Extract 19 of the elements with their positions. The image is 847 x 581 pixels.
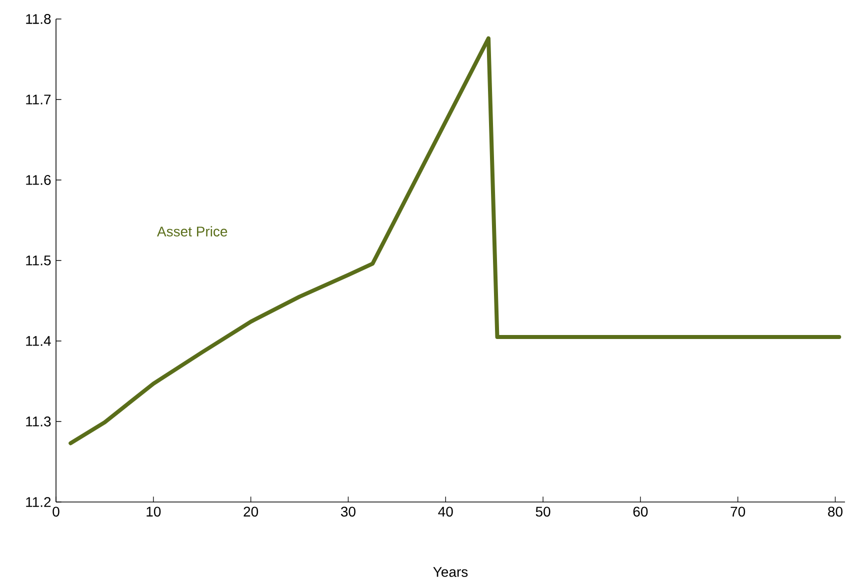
x-tick-label: 80	[828, 506, 842, 517]
x-tick-label: 50	[536, 506, 550, 517]
x-tick-label: 30	[340, 506, 356, 517]
y-tick-label: 11.7	[26, 94, 51, 104]
x-axis-title: Years	[433, 567, 468, 577]
y-tick-label: 11.4	[26, 336, 51, 346]
x-tick-label: 60	[633, 506, 648, 517]
y-tick-label: 11.6	[26, 175, 51, 185]
x-tick-label: 40	[438, 506, 453, 517]
y-tick-label: 11.2	[26, 497, 51, 507]
y-tick-label: 11.8	[26, 14, 51, 24]
y-tick-label: 11.5	[26, 256, 51, 266]
x-tick-label: 20	[244, 506, 258, 517]
x-tick-label: 10	[146, 506, 161, 517]
y-tick-label: 11.3	[26, 416, 51, 426]
x-tick-label: 0	[52, 506, 60, 517]
x-tick-label: 70	[730, 506, 746, 517]
text: Asset Price	[156, 226, 228, 236]
line-series	[68, 36, 842, 446]
